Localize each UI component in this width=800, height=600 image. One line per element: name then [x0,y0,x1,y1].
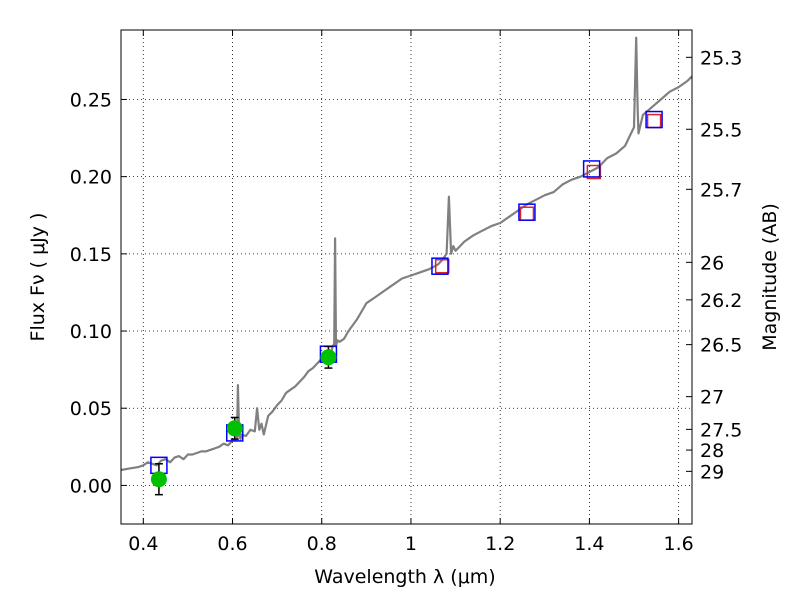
spectrum-line [120,36,693,472]
y-tick-label: 0.00 [70,475,112,497]
y-tick-label: 0.20 [70,167,112,189]
right-tick-label: 27.5 [700,419,742,441]
green-circle-marker [320,349,337,366]
x-tick-label: 1 [405,533,417,555]
right-tick-label: 26.2 [700,290,742,312]
red-square-marker [646,113,662,129]
green-circle-marker [226,420,243,437]
blue-square-marker [645,110,663,129]
x-tick-label: 0.8 [307,533,337,555]
x-tick-label: 1.6 [664,533,694,555]
right-tick-label: 26 [700,252,724,274]
x-tick-label: 0.4 [128,533,158,555]
blue-square-marker [582,160,601,178]
blue-square-marker [518,203,536,221]
y-tick-label: 0.05 [70,398,112,420]
ticks: 0.4 0.6 0.8 1 1.2 1.4 1.6 0.00 0.05 0.10 0.15 0.20 0… [70,30,742,555]
green-circle-marker [150,471,167,488]
x-tick-label: 1.4 [574,533,604,555]
x-tick-label: 1.2 [485,533,515,555]
right-tick-label: 28 [700,440,724,462]
x-axis-label: Wavelength λ (μm) [314,566,495,588]
right-tick-label: 26.5 [700,335,742,357]
y-axis-label: Flux Fν ( μJy ) [27,213,49,342]
right-tick-label: 27 [700,387,724,409]
y-tick-label: 0.10 [70,321,112,343]
red-square-marker [519,206,535,221]
blue-square-marker [431,257,449,275]
data-series [120,36,693,496]
y-tick-label: 0.25 [70,89,112,111]
plot-frame [120,29,693,525]
y-tick-label: 0.15 [70,244,112,266]
right-tick-label: 29 [700,461,724,483]
x-tick-label: 0.6 [217,533,247,555]
red-square-marker [434,258,450,274]
right-tick-label: 25.7 [700,179,742,201]
right-axis-label: Magnitude (AB) [759,203,781,351]
right-tick-label: 25.5 [700,119,742,141]
right-tick-label: 25.3 [700,47,742,69]
